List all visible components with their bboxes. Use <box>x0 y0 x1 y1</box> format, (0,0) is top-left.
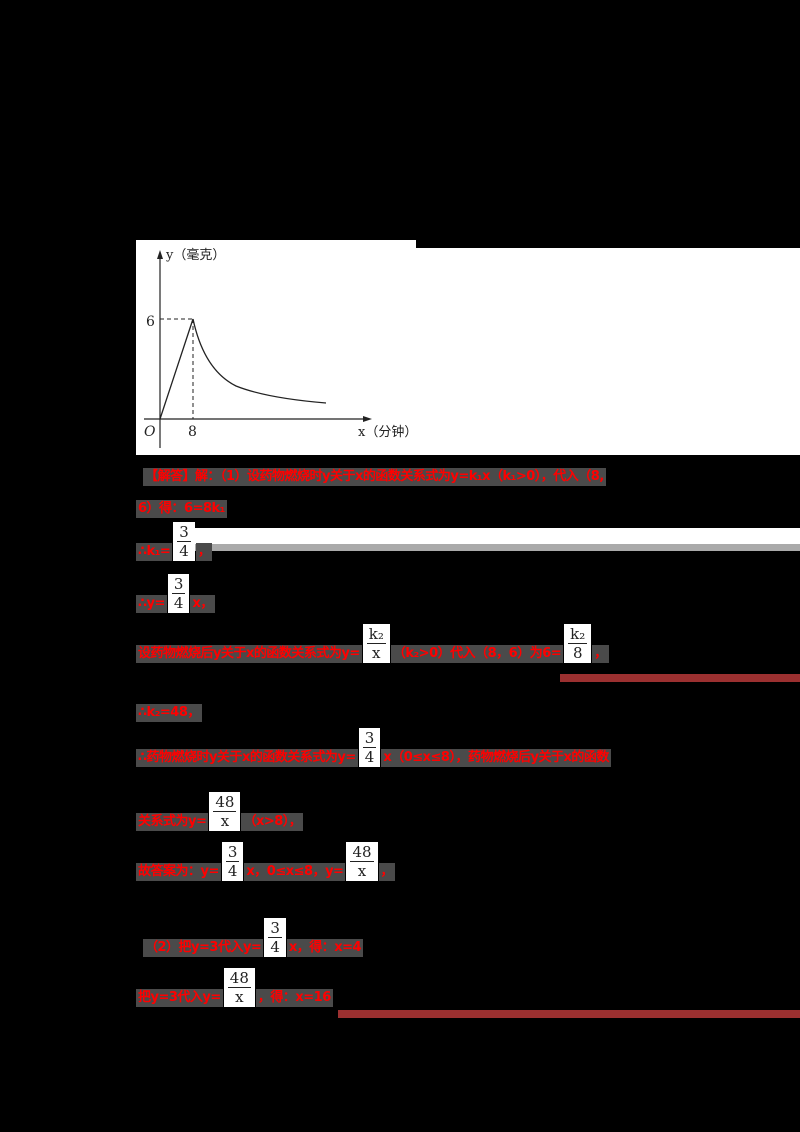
fraction: 48 x <box>209 792 241 831</box>
x-axis-label: x（分钟） <box>358 424 416 440</box>
red-rule <box>560 674 800 682</box>
solution-line-8: 关系式为y= 48 x （x>8）， <box>136 792 304 831</box>
red-rule <box>338 1010 800 1018</box>
x-tick-8: 8 <box>188 424 197 440</box>
y-axis-label: y（毫克） <box>165 247 225 263</box>
chart-figure: 6 8 O y（毫克） x（分钟） <box>136 240 417 455</box>
y-tick-6: 6 <box>146 314 155 330</box>
fraction: k₂ x <box>362 624 390 663</box>
origin-label: O <box>144 424 156 440</box>
fraction: k₂ 8 <box>564 624 592 663</box>
solution-line-6: ∴k₂=48， <box>136 704 202 722</box>
chart-svg: 6 8 O y（毫克） x（分钟） <box>144 247 417 448</box>
solution-line-2: 6）得：6=8k₁ <box>136 500 227 518</box>
white-region <box>416 248 800 455</box>
solution-line-1: 【解答】解：（1）设药物燃烧时y关于x的函数关系式为y=k₁x（k₁>0），代入… <box>143 468 606 486</box>
solution-line-5: 设药物燃烧后y关于x的函数关系式为y= k₂ x （k₂>0）代入（8，6）为6=… <box>136 624 609 663</box>
solution-line-11: 把y=3代入y= 48 x ，得：x=16 <box>136 968 333 1007</box>
fraction: 48 x <box>223 968 255 1007</box>
white-band <box>190 528 800 544</box>
gray-band <box>190 544 800 551</box>
fraction: 48 x <box>346 842 378 881</box>
